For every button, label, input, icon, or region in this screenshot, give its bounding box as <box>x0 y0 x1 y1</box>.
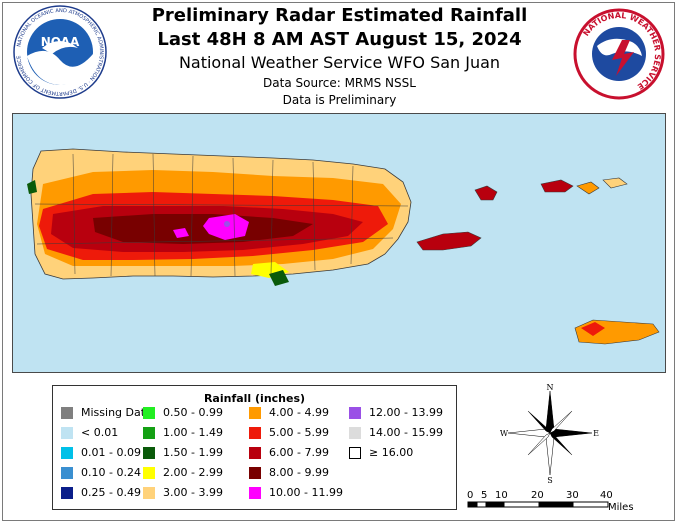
scale-tick-5: 5 <box>481 490 488 501</box>
rain-zone-10in-small <box>173 228 189 238</box>
bvi-island <box>602 177 628 189</box>
legend-item: 0.25 - 0.49 <box>61 486 141 500</box>
legend-swatch <box>249 487 261 499</box>
scale-tick-10: 10 <box>495 490 508 501</box>
figure-frame <box>2 2 675 521</box>
legend-swatch <box>143 447 155 459</box>
legend-swatch <box>61 407 73 419</box>
st-croix-heavy <box>581 322 605 336</box>
legend-item: 1.50 - 1.99 <box>143 446 223 460</box>
rain-zone-12in <box>224 221 230 227</box>
legend-swatch <box>249 427 261 439</box>
legend-label: 0.10 - 0.24 <box>81 466 141 479</box>
scale-tick-40: 40 <box>600 490 613 501</box>
legend-item: ≥ 16.00 <box>349 446 413 460</box>
rain-zone-2in-west <box>27 180 37 194</box>
legend-title: Rainfall (inches) <box>203 392 306 405</box>
rain-zone-10in <box>203 214 249 240</box>
st-thomas-island <box>540 179 574 193</box>
legend-item: 10.00 - 11.99 <box>249 486 343 500</box>
legend-label: 0.50 - 0.99 <box>163 406 223 419</box>
culebra-island <box>474 185 498 201</box>
legend-item: 6.00 - 7.99 <box>249 446 329 460</box>
preliminary-note: Data is Preliminary <box>282 93 397 107</box>
compass-rose: N S E W <box>500 383 599 483</box>
legend-item: 0.50 - 0.99 <box>143 406 223 420</box>
legend-label: < 0.01 <box>81 426 119 439</box>
legend-item: 3.00 - 3.99 <box>143 486 223 500</box>
legend-label: 1.50 - 1.99 <box>163 446 223 459</box>
legend-label: 2.00 - 2.99 <box>163 466 223 479</box>
office-name: National Weather Service WFO San Juan <box>178 53 501 72</box>
data-source: Data Source: MRMS NSSL <box>263 76 416 90</box>
noaa-wordmark: NOAA <box>41 35 80 49</box>
legend-label: 4.00 - 4.99 <box>269 406 329 419</box>
legend-swatch <box>61 467 73 479</box>
legend-label: 6.00 - 7.99 <box>269 446 329 459</box>
legend-swatch <box>349 447 361 459</box>
scale-unit: Miles <box>608 502 634 513</box>
legend-item: 0.10 - 0.24 <box>61 466 141 480</box>
legend-label: 3.00 - 3.99 <box>163 486 223 499</box>
legend-label: 1.00 - 1.49 <box>163 426 223 439</box>
legend-label: 5.00 - 5.99 <box>269 426 329 439</box>
map-subtitle-period: Last 48H 8 AM AST August 15, 2024 <box>157 29 522 50</box>
legend-label: 10.00 - 11.99 <box>269 486 343 499</box>
compass-north: N <box>547 383 554 392</box>
compass-west: W <box>500 429 509 438</box>
legend-label: 8.00 - 9.99 <box>269 466 329 479</box>
map-title: Preliminary Radar Estimated Rainfall <box>151 5 528 26</box>
rain-zone-8in <box>93 214 313 244</box>
noaa-logo: NATIONAL OCEANIC AND ATMOSPHERIC ADMINIS… <box>13 5 107 99</box>
legend-swatch <box>349 427 361 439</box>
legend-item: 12.00 - 13.99 <box>349 406 443 420</box>
legend-swatch <box>249 447 261 459</box>
legend-swatch <box>143 407 155 419</box>
rain-zone-1.5in <box>269 270 289 286</box>
legend: Rainfall (inches) Missing Data < 0.01 0.01… <box>52 385 457 510</box>
legend-item: 2.00 - 2.99 <box>143 466 223 480</box>
legend-label: 0.25 - 0.49 <box>81 486 141 499</box>
map-canvas <box>27 148 660 345</box>
scale-tick-20: 20 <box>531 490 544 501</box>
scale-tick-0: 0 <box>467 490 474 501</box>
scale-tick-30: 30 <box>566 490 579 501</box>
scale-bar <box>467 501 609 508</box>
legend-item: 14.00 - 15.99 <box>349 426 443 440</box>
legend-item: < 0.01 <box>61 426 118 440</box>
legend-swatch <box>249 407 261 419</box>
legend-swatch <box>143 467 155 479</box>
legend-item: 4.00 - 4.99 <box>249 406 329 420</box>
legend-swatch <box>249 467 261 479</box>
legend-item: 8.00 - 9.99 <box>249 466 329 480</box>
legend-item: 5.00 - 5.99 <box>249 426 329 440</box>
legend-label: 12.00 - 13.99 <box>369 406 443 419</box>
compass-east: E <box>593 429 599 438</box>
legend-label: 14.00 - 15.99 <box>369 426 443 439</box>
rainfall-map <box>12 113 666 373</box>
legend-swatch <box>143 427 155 439</box>
legend-label: 0.01 - 0.09 <box>81 446 141 459</box>
compass-south: S <box>547 476 552 483</box>
legend-item: 0.01 - 0.09 <box>61 446 141 460</box>
legend-label: ≥ 16.00 <box>369 446 414 459</box>
legend-label: Missing Data <box>81 406 152 419</box>
municipal-boundaries <box>34 153 409 277</box>
nws-logo: NATIONAL WEATHER SERVICE <box>573 8 665 100</box>
legend-swatch <box>143 487 155 499</box>
legend-item: Missing Data <box>61 406 152 420</box>
legend-swatch <box>61 487 73 499</box>
st-john-island <box>576 181 600 195</box>
vieques-island <box>416 231 482 251</box>
legend-swatch <box>61 427 73 439</box>
legend-swatch <box>61 447 73 459</box>
legend-swatch <box>349 407 361 419</box>
legend-item: 1.00 - 1.49 <box>143 426 223 440</box>
